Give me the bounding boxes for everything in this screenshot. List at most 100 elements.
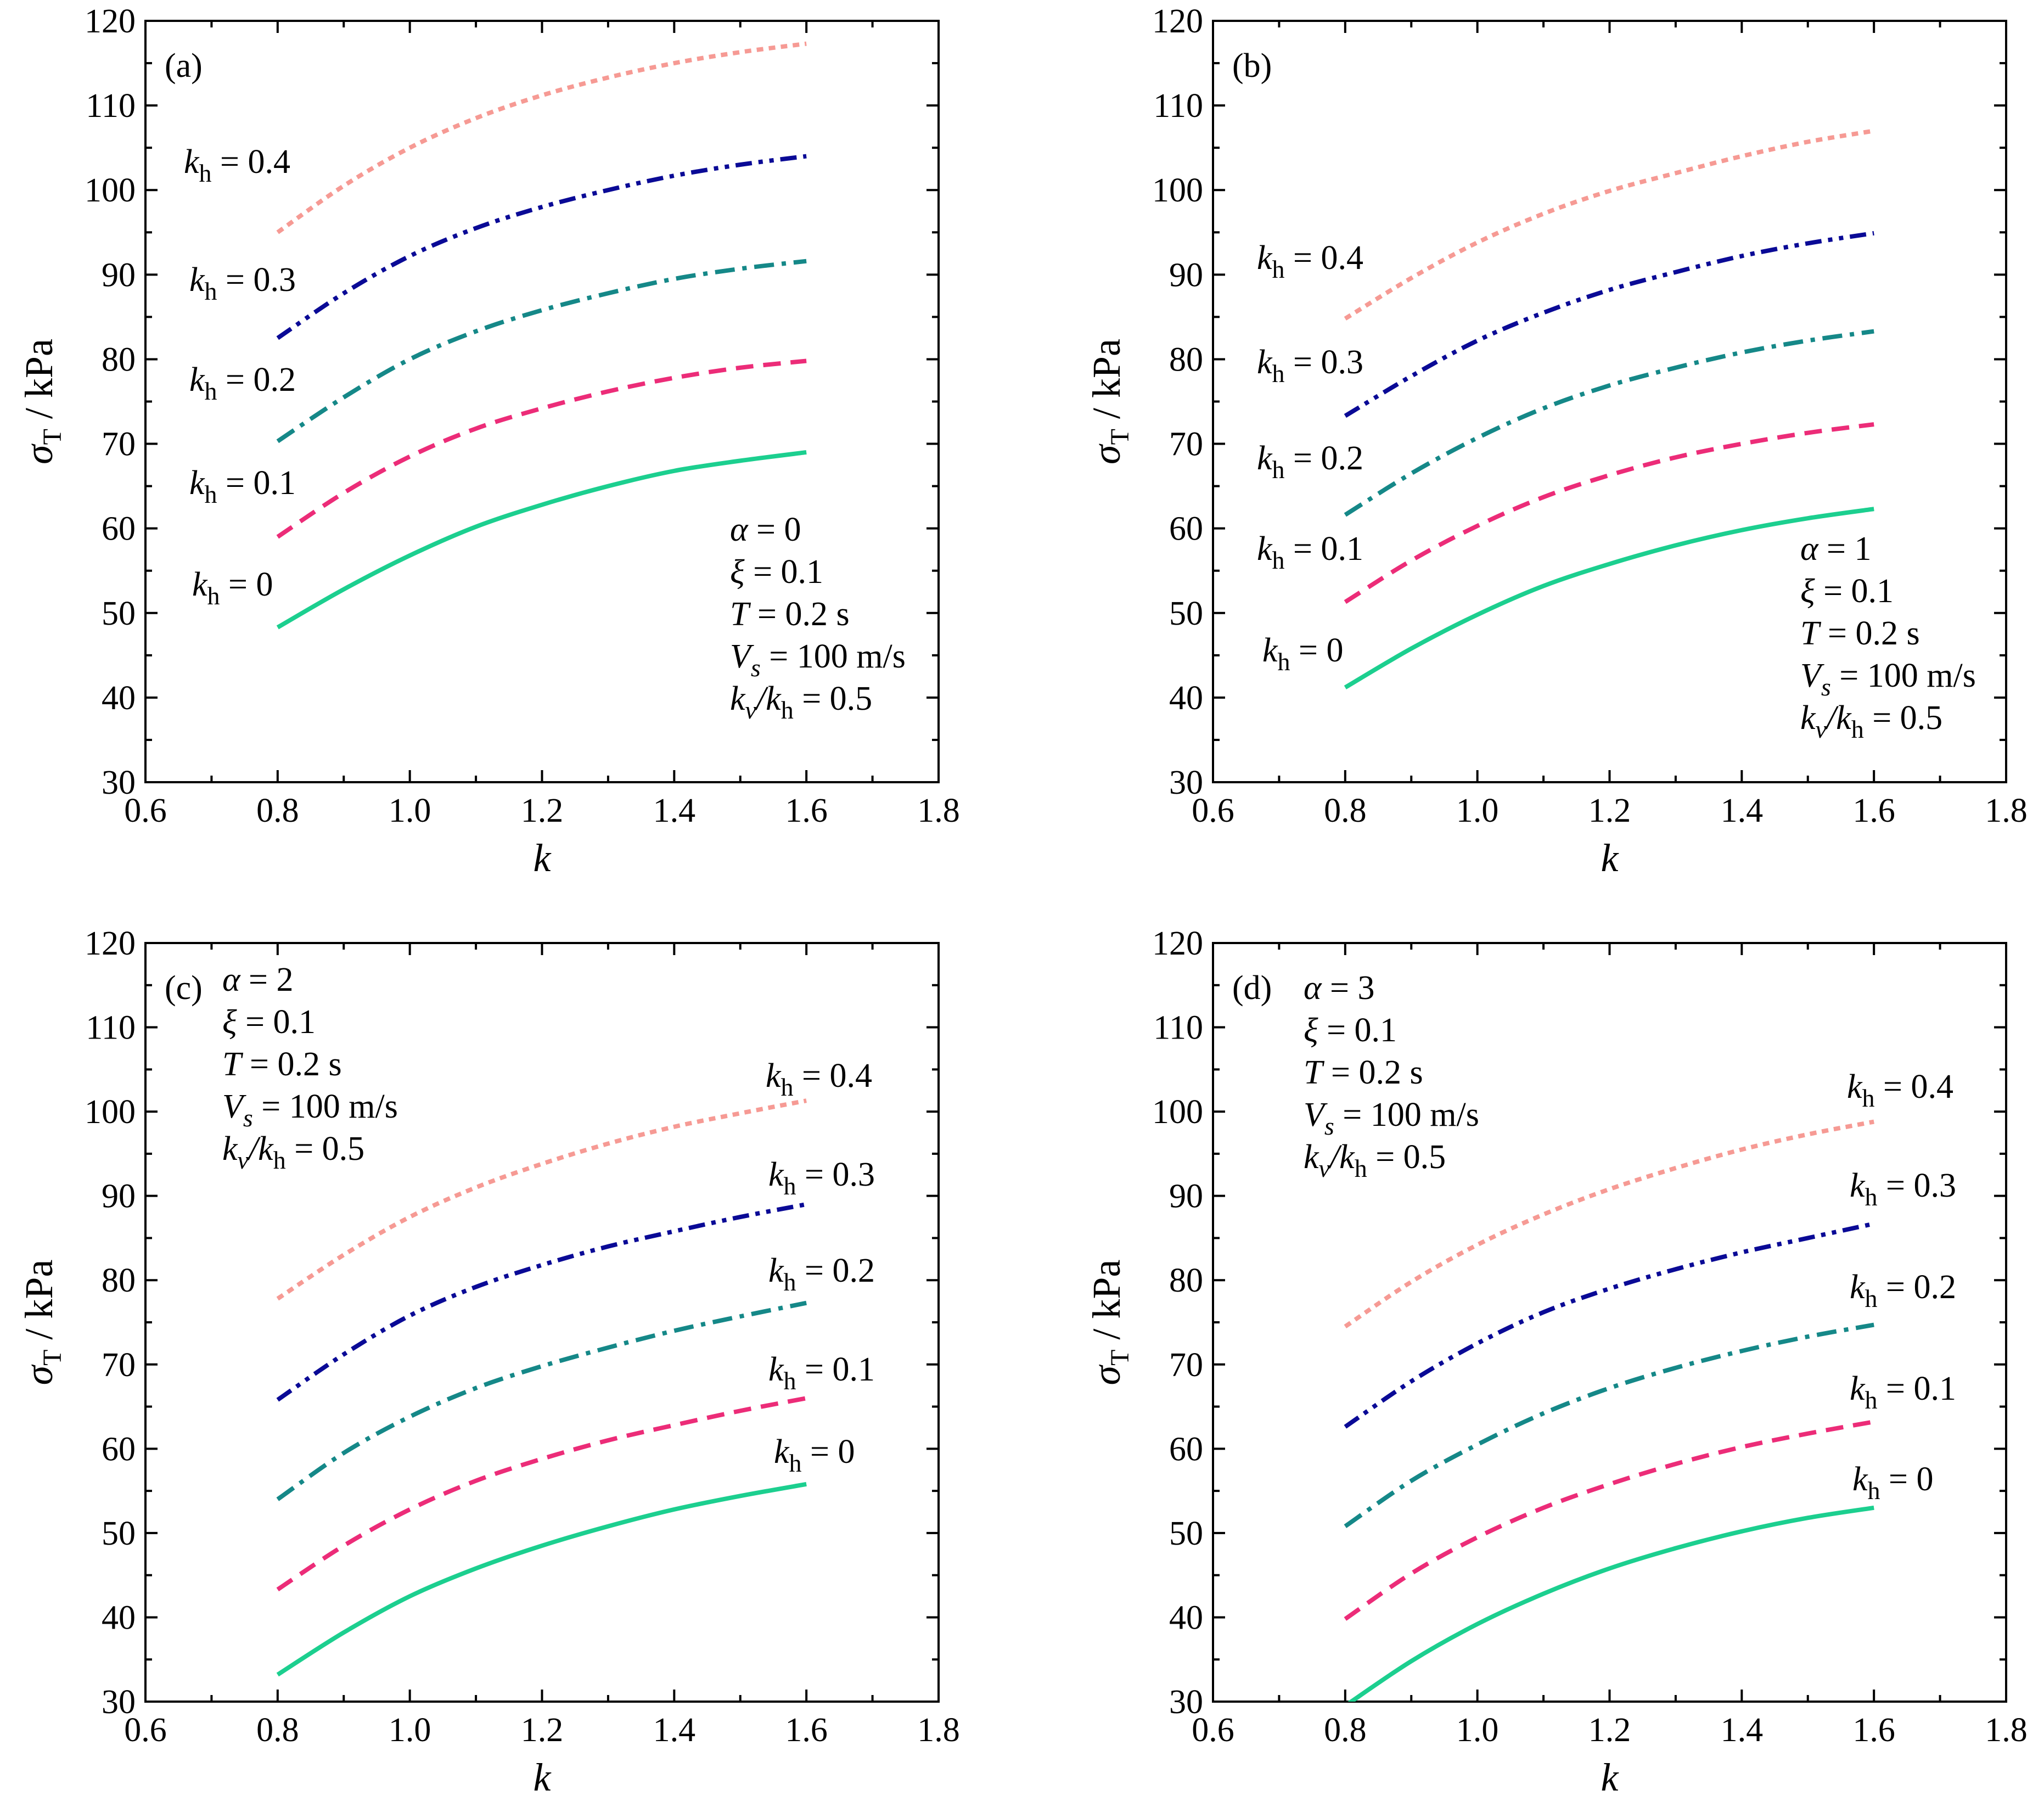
y-tick-label: 50 bbox=[102, 595, 136, 632]
x-tick-label: 1.0 bbox=[389, 1711, 431, 1749]
x-tick-label: 0.6 bbox=[124, 792, 167, 829]
param-line: T = 0.2 s bbox=[1800, 615, 1920, 652]
series-label: kh = 0.1 bbox=[768, 1351, 875, 1395]
y-tick-label: 80 bbox=[1169, 341, 1203, 378]
param-line: Vs = 100 m/s bbox=[730, 638, 906, 682]
param-line: Vs = 100 m/s bbox=[222, 1088, 398, 1132]
y-axis-title: σT / kPa bbox=[1085, 339, 1135, 464]
y-tick-label: 120 bbox=[1152, 925, 1203, 962]
x-tick-label: 1.8 bbox=[1985, 792, 2028, 829]
series-label: kh = 0.4 bbox=[1847, 1068, 1953, 1112]
x-tick-label: 1.6 bbox=[1852, 792, 1895, 829]
y-tick-label: 110 bbox=[86, 1009, 136, 1047]
y-tick-label: 70 bbox=[1169, 426, 1203, 463]
x-tick-label: 1.2 bbox=[1588, 792, 1631, 829]
y-axis-title: σT / kPa bbox=[1085, 1260, 1135, 1385]
param-line: kv/kh = 0.5 bbox=[1800, 699, 1942, 743]
series-label: kh = 0.1 bbox=[189, 464, 296, 508]
y-tick-label: 110 bbox=[1153, 1009, 1203, 1047]
series-label: kh = 0.2 bbox=[1257, 440, 1363, 484]
series-label: kh = 0.4 bbox=[766, 1057, 872, 1101]
series-label: kh = 0.3 bbox=[1257, 344, 1363, 388]
panel-label: (d) bbox=[1232, 969, 1272, 1007]
series-line-kh-0 bbox=[276, 450, 807, 630]
y-tick-label: 100 bbox=[1152, 1093, 1203, 1131]
x-tick-label: 1.4 bbox=[1721, 1711, 1764, 1749]
param-line: α = 3 bbox=[1304, 969, 1375, 1007]
series-line-kh-4 bbox=[1344, 128, 1874, 321]
param-line: α = 1 bbox=[1800, 530, 1872, 568]
y-tick-label: 40 bbox=[1169, 1599, 1203, 1636]
y-tick-label: 100 bbox=[85, 172, 136, 209]
panel-label: (b) bbox=[1232, 47, 1272, 85]
param-line: T = 0.2 s bbox=[1304, 1054, 1423, 1091]
param-line: T = 0.2 s bbox=[222, 1046, 342, 1083]
x-tick-label: 1.6 bbox=[785, 1711, 828, 1749]
y-tick-label: 50 bbox=[1169, 595, 1203, 632]
panel-a: 0.6 0.8 1.0 1.2 1.4 1.6 1.8 30 40 50 60 70 80 90 100 11… bbox=[17, 3, 960, 880]
x-tick-label: 1.4 bbox=[1721, 792, 1764, 829]
param-line: kv/kh = 0.5 bbox=[730, 680, 872, 724]
x-axis-title: k bbox=[534, 1755, 552, 1799]
series-line-kh-3 bbox=[1344, 231, 1874, 418]
y-tick-label: 60 bbox=[1169, 510, 1203, 548]
y-tick-label: 30 bbox=[1169, 1683, 1203, 1721]
param-line: Vs = 100 m/s bbox=[1800, 657, 1976, 701]
x-tick-label: 1.2 bbox=[521, 1711, 564, 1749]
y-tick-label: 30 bbox=[1169, 764, 1203, 801]
series-line-kh-3 bbox=[1344, 1221, 1875, 1429]
y-tick-label: 50 bbox=[1169, 1515, 1203, 1552]
x-tick-label: 0.6 bbox=[124, 1711, 167, 1749]
series-label: kh = 0.4 bbox=[1257, 239, 1363, 283]
series-label: kh = 0.3 bbox=[768, 1156, 875, 1200]
y-tick-label: 110 bbox=[86, 87, 136, 125]
x-tick-label: 1.0 bbox=[1456, 1711, 1499, 1749]
series-line-kh-2 bbox=[1344, 1322, 1874, 1528]
series-line-kh-2 bbox=[1344, 329, 1874, 517]
y-axis-title: σT / kPa bbox=[17, 339, 67, 464]
y-tick-label: 60 bbox=[1169, 1430, 1203, 1468]
param-line: α = 2 bbox=[222, 961, 294, 998]
x-tick-label: 1.6 bbox=[785, 792, 828, 829]
series-label: kh = 0.3 bbox=[1850, 1167, 1956, 1211]
y-tick-label: 120 bbox=[1152, 3, 1203, 40]
x-tick-label: 1.0 bbox=[1456, 792, 1499, 829]
param-line: Vs = 100 m/s bbox=[1304, 1096, 1479, 1140]
y-tick-label: 60 bbox=[102, 1430, 136, 1468]
param-line: kv/kh = 0.5 bbox=[1304, 1138, 1446, 1182]
y-tick-label: 120 bbox=[85, 3, 136, 40]
series-line-kh-3 bbox=[276, 154, 807, 340]
x-tick-label: 1.2 bbox=[1588, 1711, 1631, 1749]
y-tick-label: 30 bbox=[102, 764, 136, 801]
series-line-kh-1 bbox=[276, 358, 807, 539]
x-tick-label: 0.6 bbox=[1192, 1711, 1234, 1749]
param-line: ξ = 0.1 bbox=[1800, 573, 1894, 610]
y-tick-label: 60 bbox=[102, 510, 136, 548]
series-line-kh-0 bbox=[1344, 507, 1874, 689]
y-tick-label: 100 bbox=[1152, 172, 1203, 209]
x-tick-label: 0.8 bbox=[1324, 1711, 1367, 1749]
y-tick-label: 80 bbox=[102, 1262, 136, 1299]
x-tick-label: 1.2 bbox=[521, 792, 564, 829]
x-tick-label: 1.4 bbox=[653, 792, 696, 829]
y-tick-label: 40 bbox=[1169, 680, 1203, 717]
x-tick-label: 0.8 bbox=[256, 1711, 299, 1749]
series-line-kh-4 bbox=[276, 41, 807, 234]
series-label: kh = 0.3 bbox=[189, 261, 296, 305]
param-line: α = 0 bbox=[730, 511, 801, 548]
series-line-kh-0 bbox=[1347, 1505, 1874, 1702]
y-tick-label: 80 bbox=[1169, 1262, 1203, 1299]
series-label: kh = 0 bbox=[1262, 632, 1344, 676]
y-tick-label: 40 bbox=[102, 1599, 136, 1636]
param-line: ξ = 0.1 bbox=[222, 1003, 316, 1041]
panel-label: (c) bbox=[165, 969, 203, 1007]
x-tick-label: 1.0 bbox=[389, 792, 431, 829]
x-tick-label: 1.6 bbox=[1852, 1711, 1895, 1749]
series-label: kh = 0.2 bbox=[1850, 1269, 1956, 1312]
y-tick-label: 110 bbox=[1153, 87, 1203, 125]
y-tick-label: 70 bbox=[102, 1346, 136, 1384]
y-axis-title: σT / kPa bbox=[17, 1260, 67, 1385]
x-tick-label: 1.8 bbox=[917, 792, 960, 829]
series-label: kh = 0.1 bbox=[1850, 1370, 1956, 1414]
series-line-kh-4 bbox=[1344, 1119, 1874, 1328]
